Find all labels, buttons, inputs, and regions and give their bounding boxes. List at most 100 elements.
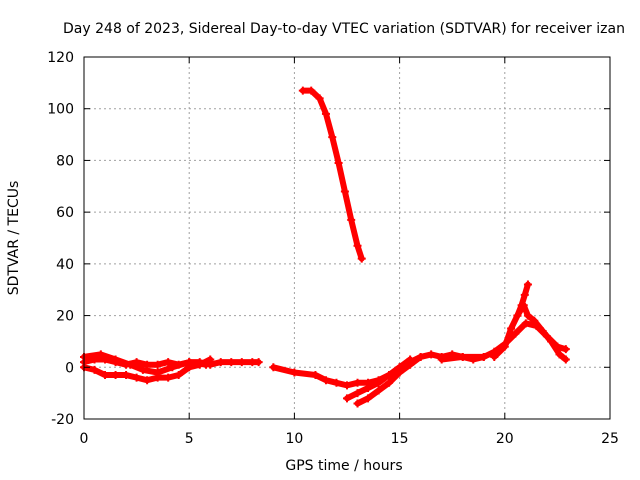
- data-point: [353, 241, 362, 250]
- series-isolated-arc: [298, 86, 366, 263]
- data-point: [555, 350, 564, 359]
- data-point: [111, 355, 120, 364]
- data-point: [143, 376, 152, 385]
- data-point: [406, 360, 415, 369]
- data-point: [132, 373, 141, 382]
- data-point: [357, 254, 366, 263]
- data-point: [458, 352, 467, 361]
- data-point: [500, 342, 509, 351]
- data-point: [227, 358, 236, 367]
- data-point: [126, 360, 135, 369]
- x-tick-label: 15: [391, 431, 409, 447]
- data-point: [511, 329, 520, 338]
- data-point: [332, 378, 341, 387]
- data-point: [216, 358, 225, 367]
- data-point: [206, 355, 215, 364]
- data-point: [364, 394, 373, 403]
- data-point: [153, 368, 162, 377]
- data-point: [343, 381, 351, 390]
- y-axis-label: SDTVAR / TECUs: [6, 181, 22, 296]
- data-point: [164, 373, 173, 382]
- data-point: [374, 378, 383, 387]
- data-point: [521, 319, 530, 328]
- data-point: [90, 365, 99, 374]
- chart-title: Day 248 of 2023, Sidereal Day-to-day VTE…: [63, 21, 625, 37]
- data-point: [101, 371, 110, 380]
- data-point: [321, 109, 330, 118]
- data-point: [561, 355, 570, 364]
- y-tick-label: 40: [56, 257, 74, 273]
- data-point: [353, 389, 362, 398]
- data-point: [530, 316, 539, 325]
- data-series: [80, 86, 570, 408]
- data-point: [427, 350, 436, 359]
- series-baseline-b: [80, 355, 215, 385]
- data-point: [321, 376, 330, 385]
- data-point: [298, 86, 307, 95]
- series-evening-peak: [490, 301, 570, 364]
- data-point: [153, 360, 162, 369]
- data-point: [343, 394, 351, 403]
- data-point: [111, 371, 120, 380]
- data-point: [385, 378, 394, 387]
- data-point: [269, 363, 278, 372]
- data-point: [138, 365, 147, 374]
- data-point: [437, 355, 446, 364]
- data-point: [547, 337, 556, 346]
- data-point: [513, 311, 522, 320]
- data-point: [347, 215, 356, 224]
- data-point: [520, 290, 529, 299]
- data-point: [328, 133, 337, 142]
- x-tick-label: 20: [496, 431, 514, 447]
- data-point: [353, 399, 362, 408]
- y-tick-label: 80: [56, 153, 74, 169]
- data-point: [174, 371, 183, 380]
- x-axis-label: GPS time / hours: [285, 458, 402, 474]
- data-point: [96, 350, 105, 359]
- data-point: [340, 187, 349, 196]
- data-point: [311, 371, 320, 380]
- y-tick-label: 0: [65, 360, 74, 376]
- data-point: [202, 360, 211, 369]
- data-point: [334, 159, 343, 168]
- x-tick-label: 0: [80, 431, 89, 447]
- data-point: [395, 368, 404, 377]
- data-point: [374, 386, 383, 395]
- series-line: [299, 87, 365, 262]
- data-point: [353, 378, 362, 387]
- data-point: [507, 324, 516, 333]
- data-point: [561, 345, 570, 354]
- data-point: [479, 352, 488, 361]
- data-point: [490, 352, 499, 361]
- data-point: [164, 358, 173, 367]
- series-line: [514, 281, 531, 319]
- data-point: [538, 327, 547, 336]
- data-point: [254, 358, 263, 367]
- y-tick-label: 60: [56, 205, 74, 221]
- data-point: [143, 360, 152, 369]
- x-tick-label: 5: [185, 431, 194, 447]
- data-point: [315, 94, 324, 103]
- x-tick-label: 10: [285, 431, 303, 447]
- plot-frame: [83, 56, 611, 420]
- y-tick-label: 100: [47, 102, 74, 118]
- y-tick-label: 120: [47, 50, 74, 66]
- data-point: [307, 86, 316, 95]
- data-point: [364, 383, 373, 392]
- series-spike: [513, 280, 532, 320]
- series-dip-track: [343, 355, 415, 403]
- data-point: [523, 311, 532, 320]
- ticks: 0 5 10 15 20 25 -20 0 20 40 60 80 100 120: [47, 50, 619, 447]
- data-point: [185, 358, 194, 367]
- y-tick-label: 20: [56, 309, 74, 325]
- series-dip-track-2: [353, 352, 425, 408]
- y-tick-label: -20: [51, 412, 74, 428]
- data-point: [517, 301, 526, 310]
- data-point: [416, 352, 425, 361]
- data-point: [290, 368, 299, 377]
- data-point: [122, 371, 131, 380]
- data-point: [237, 358, 246, 367]
- data-point: [523, 280, 532, 289]
- x-tick-label: 25: [601, 431, 619, 447]
